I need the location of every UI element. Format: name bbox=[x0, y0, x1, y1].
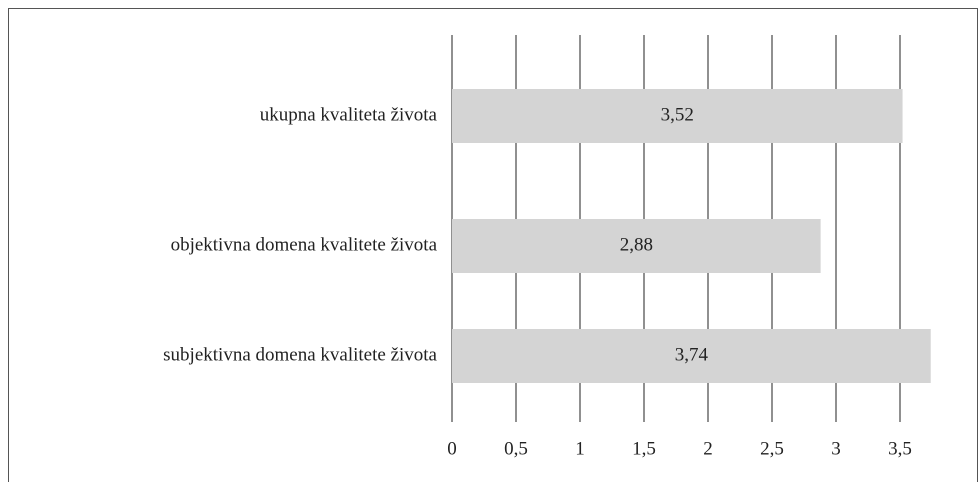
value-label: 2,88 bbox=[620, 234, 653, 255]
x-tick-label: 3 bbox=[831, 438, 841, 459]
bar bbox=[452, 329, 931, 383]
x-tick-label: 1,5 bbox=[632, 438, 656, 459]
frame bbox=[8, 8, 978, 482]
bar bbox=[452, 219, 821, 273]
value-label: 3,52 bbox=[661, 104, 694, 125]
x-tick-label: 1 bbox=[575, 438, 585, 459]
value-label: 3,74 bbox=[675, 344, 709, 365]
category-label: subjektivna domena kvalitete života bbox=[163, 344, 437, 365]
x-tick-label: 2 bbox=[703, 438, 713, 459]
x-tick-label: 0,5 bbox=[504, 438, 528, 459]
category-label: ukupna kvaliteta života bbox=[260, 104, 438, 125]
bar bbox=[452, 89, 903, 143]
x-tick-label: 3,5 bbox=[888, 438, 912, 459]
category-label: objektivna domena kvalitete života bbox=[171, 234, 438, 255]
x-tick-label: 2,5 bbox=[760, 438, 784, 459]
x-tick-label: 0 bbox=[447, 438, 457, 459]
